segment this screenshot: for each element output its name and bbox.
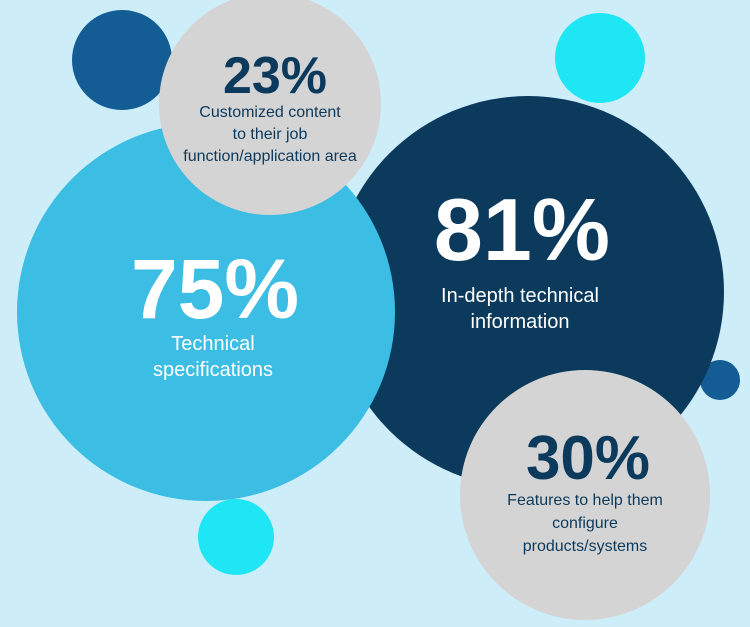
bubble-75 [17,123,395,501]
stat-label: Technical [171,333,254,355]
stat-value: 23% [223,47,327,105]
decor-circle [198,499,274,575]
stat-label: configure [552,515,618,532]
stat-value: 81% [434,180,610,279]
stat-label: Customized content [199,104,341,121]
bubble-23 [159,0,381,215]
stat-label: information [471,311,570,333]
stat-value: 75% [131,242,299,336]
decor-circle [700,360,740,400]
stat-label: In-depth technical [441,285,599,307]
stat-label: function/application area [183,148,357,165]
decor-circle [555,13,645,103]
stat-value: 30% [526,424,650,493]
decor-circle [72,10,172,110]
stat-label: Features to help them [507,492,663,509]
bubble-30 [460,370,710,620]
stat-label: to their job [233,126,308,143]
stat-label: specifications [153,359,273,381]
stat-label: products/systems [523,538,647,555]
